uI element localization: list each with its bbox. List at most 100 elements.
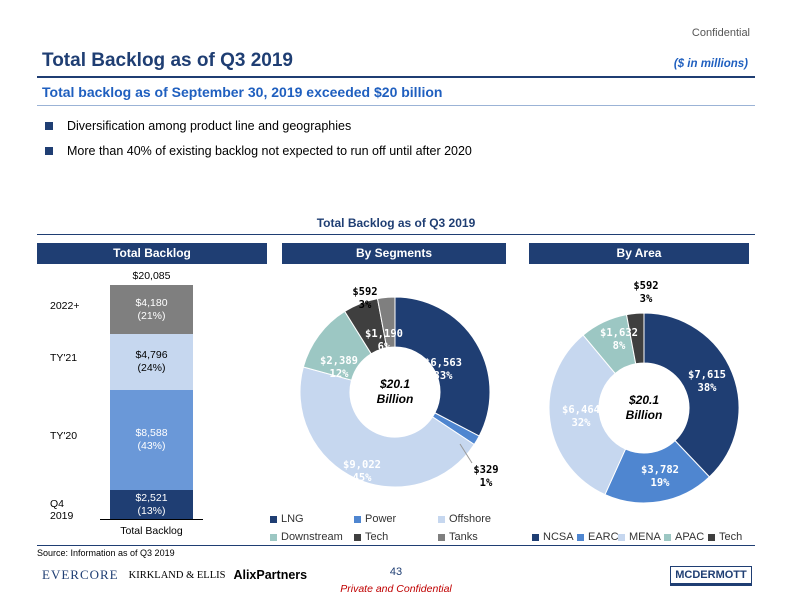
donut-pct-label: 32% <box>572 417 592 429</box>
panel-header-segments: By Segments <box>282 243 506 264</box>
footer-divider <box>37 545 755 546</box>
subtitle-divider <box>37 105 755 106</box>
bullet-square-icon <box>45 147 53 155</box>
donut-value-label: $7,615 <box>688 369 726 381</box>
bar-row-label: TY'20 <box>50 430 78 442</box>
bar-segment-pct: (24%) <box>137 362 166 374</box>
bar-segment: $4,180 (21%) <box>110 285 193 334</box>
legend-label: Power <box>365 513 397 525</box>
power-leader-line <box>459 443 473 464</box>
title-divider <box>37 76 755 78</box>
kirkland-logo: KIRKLAND & ELLIS <box>128 569 226 581</box>
legend-label: NCSA <box>543 531 574 543</box>
panel-header-total: Total Backlog <box>37 243 267 264</box>
legend-item: LNG <box>270 513 304 525</box>
donut-slice <box>376 296 396 349</box>
bar-segment-value: $4,796 <box>135 349 168 361</box>
advisor-logos: EVERCORE KIRKLAND & ELLIS AlixPartners <box>42 567 307 583</box>
legend-swatch <box>270 515 277 523</box>
bar-segment: $2,521 (13%) <box>110 490 193 519</box>
legend-swatch <box>618 533 625 541</box>
legend-swatch <box>354 533 361 541</box>
donut-pct-label: 38% <box>698 382 718 394</box>
donut-center-unit: Billion <box>626 408 663 422</box>
donut-pct-label: 3% <box>640 293 653 305</box>
legend-label: Tech <box>719 531 743 543</box>
donut-value-label: $329 <box>473 464 498 476</box>
legend-label: EARC <box>588 531 619 543</box>
bullet-text: Diversification among product line and g… <box>67 119 352 133</box>
mcdermott-logo: MCDERMOTT <box>670 566 752 584</box>
legend-swatch <box>532 533 539 541</box>
legend-item: Tech <box>708 531 742 543</box>
legend-item: Downstream <box>270 531 343 543</box>
legend-item: NCSA <box>532 531 574 543</box>
legend-swatch <box>664 533 671 541</box>
donut-value-label: $1,632 <box>600 327 638 339</box>
donut-pct-label: 19% <box>651 477 671 489</box>
alixpartners-logo: AlixPartners <box>233 568 308 582</box>
donut-pct-label: 8% <box>613 340 626 352</box>
page-number: 43 <box>389 566 403 578</box>
bar-baseline <box>100 519 203 520</box>
donut-slice <box>299 366 475 488</box>
legend-label: Downstream <box>281 531 343 543</box>
legend-swatch <box>438 515 445 523</box>
section-title: Total Backlog as of Q3 2019 <box>316 216 476 230</box>
legend-item: EARC <box>577 531 619 543</box>
bar-segment-value: $2,521 <box>135 491 168 504</box>
donut-value-label: $9,022 <box>343 459 381 471</box>
bullet-item: More than 40% of existing backlog not ex… <box>45 144 472 158</box>
donut-value-label: $592 <box>633 280 658 292</box>
legend-item: Tanks <box>438 531 478 543</box>
donut-slice <box>548 334 627 496</box>
donut-pct-label: 45% <box>353 472 373 484</box>
donut-slice <box>625 312 645 365</box>
donut-pct-label: 1% <box>480 477 493 489</box>
donut-pct-label: 6% <box>378 341 391 353</box>
bar-total-label: $20,085 <box>132 270 171 282</box>
legend-label: Offshore <box>449 513 491 525</box>
legend-label: APAC <box>675 531 705 543</box>
mcdermott-logo-bar <box>670 583 752 586</box>
legend-item: Tech <box>354 531 388 543</box>
donut-center-amount: $20.1 <box>628 393 659 407</box>
legend-label: LNG <box>281 513 304 525</box>
bar-row-label: 2022+ <box>50 299 80 312</box>
bullet-square-icon <box>45 122 53 130</box>
legend-item: Offshore <box>438 513 491 525</box>
donut-value-label: $6,563 <box>424 357 462 369</box>
bar-segment-value: $4,180 <box>135 296 168 309</box>
units-note: ($ in millions) <box>673 58 748 70</box>
donut-value-label: $6,464 <box>562 404 600 416</box>
section-divider <box>37 234 755 235</box>
bar-row-label: Q4 2019 <box>50 497 74 522</box>
bar-segment-pct: (21%) <box>137 309 166 322</box>
bar-row-label: TY'21 <box>50 352 78 364</box>
bar-segment: $4,796 (24%) <box>110 334 193 390</box>
source-note: Source: Information as of Q3 2019 <box>37 548 175 558</box>
legend-label: Tanks <box>449 531 478 543</box>
private-confidential: Private and Confidential <box>340 583 452 595</box>
bullet-text: More than 40% of existing backlog not ex… <box>67 144 472 158</box>
panel-header-area: By Area <box>529 243 749 264</box>
bar-segment-pct: (13%) <box>137 504 166 517</box>
donut-pct-label: 12% <box>330 368 350 380</box>
page-subtitle: Total backlog as of September 30, 2019 e… <box>42 84 443 100</box>
legend-swatch <box>354 515 361 523</box>
legend-swatch <box>577 533 584 541</box>
bar-segment: $8,588 (43%) <box>110 390 193 490</box>
donut-value-label: $2,389 <box>320 355 358 367</box>
donut-center-unit: Billion <box>377 392 414 406</box>
bar-segment-pct: (43%) <box>137 440 166 452</box>
donut-value-label: $3,782 <box>641 464 679 476</box>
donut-slice <box>643 312 740 478</box>
donut-value-label: $592 <box>352 286 377 298</box>
legend-item: MENA <box>618 531 661 543</box>
donut-slice <box>394 296 491 437</box>
donut-center-amount: $20.1 <box>379 377 410 391</box>
bar-x-label: Total Backlog <box>120 525 183 537</box>
donut-pct-label: 33% <box>434 370 454 382</box>
